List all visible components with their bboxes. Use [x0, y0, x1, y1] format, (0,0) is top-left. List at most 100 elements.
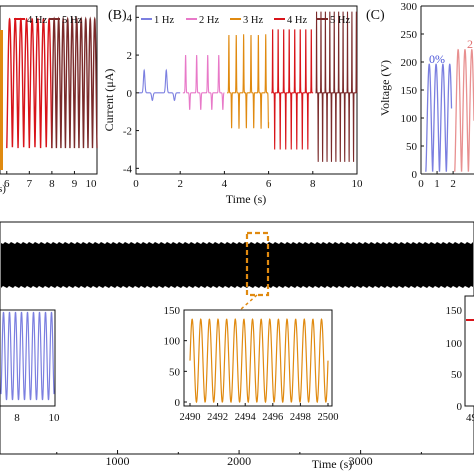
panel-b-legend-label: 3 Hz: [243, 15, 263, 26]
inset-middle-ticks: 0 50 100 150 2490 2492 2494 2496 2498 2500: [164, 305, 339, 423]
inset-start-xtick-label: 8: [14, 412, 20, 424]
panel-c-ytick-label: 50: [406, 141, 418, 153]
panel-b-xtick-label: 8: [310, 178, 316, 190]
inset-middle-series: [189, 318, 329, 404]
panel-d-xtick-label: 3000: [349, 454, 373, 468]
panel-d-highlight-box: [245, 231, 270, 297]
panel-a-plot: [0, 16, 98, 170]
panel-b-ytick-label: -2: [123, 126, 132, 138]
panel-d-inset-middle: 0 50 100 150 2490 2492 2494 2496 2498 2500: [164, 305, 339, 423]
panel-a-legend: 4 Hz 5 Hz: [14, 15, 82, 26]
panel-b-legend-label: 5 Hz: [330, 15, 350, 26]
panel-b-ytick-label: 4: [127, 12, 133, 24]
inset-middle-xtick-label: 2496: [262, 412, 283, 423]
panel-b-series-3: [227, 34, 270, 129]
inset-end-ytick-label: 150: [446, 305, 463, 317]
panel-c-annotation-partial: 2: [467, 37, 473, 51]
panel-c-ytick-label: 100: [401, 113, 418, 125]
panel-a-legend-label: 5 Hz: [62, 15, 82, 26]
inset-middle-xtick-label: 2498: [290, 412, 311, 423]
panel-b-frame: [135, 5, 358, 175]
panel-c-xtick-label: 0: [418, 178, 424, 190]
inset-end-frame: [464, 295, 474, 407]
panel-b-ticks: 0 2 4 6 8 10 -4 -2 0 2 4: [123, 12, 363, 190]
panel-a-xtick-label: 7: [27, 178, 33, 190]
inset-middle-xtick-label: 2500: [318, 412, 339, 423]
panel-a-series-tail: [0, 30, 3, 170]
panel-b-legend: 1 Hz 2 Hz 3 Hz 4 Hz 5 Hz: [141, 15, 350, 26]
panel-a-series-1: [6, 17, 53, 149]
panel-c-ytick-label: 150: [401, 85, 418, 97]
panel-b-legend-label: 2 Hz: [199, 15, 219, 26]
panel-c-annotation: 0%: [429, 52, 445, 66]
panel-a-xtick-label: 10: [86, 178, 98, 190]
panel-c-label: (C): [366, 8, 385, 23]
inset-middle-xtick-label: 2490: [180, 412, 201, 423]
inset-start-ticks: 8 10: [14, 412, 60, 424]
panel-d-frame: [0, 221, 474, 455]
panel-b-legend-label: 1 Hz: [154, 15, 174, 26]
panel-b-xtick-label: 2: [177, 178, 183, 190]
inset-end-ytick-label: 0: [457, 401, 463, 413]
panel-c-ytick-label: 200: [401, 57, 418, 69]
inset-middle-ytick-label: 100: [164, 336, 181, 348]
inset-middle-ytick-label: 0: [175, 397, 181, 409]
panel-b-ytick-label: 2: [127, 50, 133, 62]
panel-d-xlabel: Time (s): [312, 457, 353, 471]
panel-a-xtick-label: 9: [72, 178, 78, 190]
panel-b-xtick-label: 10: [352, 178, 364, 190]
panel-a-legend-label: 4 Hz: [27, 15, 47, 26]
panel-b: (B) Current (μA) 1 Hz 2 Hz 3 Hz 4 Hz 5 Hz 0 2…: [102, 5, 363, 206]
panel-b-xtick-label: 6: [266, 178, 272, 190]
panel-b-series-4: [271, 29, 314, 150]
panel-a-frame: [0, 5, 98, 175]
panel-c-series-2: [454, 48, 474, 172]
panel-c-xtick-label: 2: [450, 178, 456, 190]
panel-d: 8 10 0 50 100 150 2490 2492 2494 2496 2498 2500 0 5…: [0, 221, 474, 471]
panel-b-xlabel: Time (s): [226, 192, 267, 206]
panel-d-ticks: 1000 2000 3000: [56, 450, 422, 468]
panel-c-xtick-label: 1: [434, 178, 440, 190]
panel-a-series-2: [51, 16, 98, 149]
panel-c-ytick-label: 300: [401, 1, 418, 13]
panel-d-xtick-label: 1000: [106, 454, 130, 468]
inset-middle-plot: [189, 318, 329, 404]
panel-d-inset-start: 8 10: [0, 309, 60, 424]
panel-b-xtick-label: 4: [222, 178, 228, 190]
panel-d-zoom-connector: [239, 294, 258, 311]
inset-middle-xtick-label: 2492: [207, 412, 228, 423]
panel-b-legend-label: 4 Hz: [287, 15, 307, 26]
inset-end-ytick-label: 50: [451, 369, 463, 381]
panel-c-ylabel: Voltage (V): [378, 60, 392, 116]
panel-a-ticks: 6 7 8 9 10: [4, 171, 98, 190]
inset-end-xtick-label: 49: [466, 412, 474, 424]
inset-end-ticks: 0 50 100 150 49: [446, 305, 474, 424]
panel-a-xtick-label: 8: [49, 178, 55, 190]
panel-b-label: (B): [108, 8, 127, 23]
inset-end-ytick-label: 100: [446, 338, 463, 350]
panel-d-inset-end: 0 50 100 150 49: [446, 295, 474, 424]
panel-b-series-2: [182, 55, 225, 110]
panel-d-xtick-label: 2000: [227, 454, 251, 468]
panel-a-xlabel: s): [0, 183, 6, 195]
panel-b-ylabel: Current (μA): [102, 69, 116, 132]
panel-c-ytick-label: 0: [412, 169, 418, 181]
panel-c-series-1: [425, 63, 453, 172]
panel-a: 4 Hz 5 Hz 6 7 8 9 10 s): [0, 5, 98, 195]
inset-middle-ytick-label: 150: [164, 305, 181, 317]
inset-start-xtick-label: 10: [49, 412, 61, 424]
panel-a-xtick-label: 6: [4, 178, 10, 190]
panel-b-series-5: [315, 11, 358, 162]
panel-b-ytick-label: 0: [127, 88, 133, 100]
panel-b-xtick-label: 0: [133, 178, 139, 190]
inset-middle-ytick-label: 50: [169, 366, 181, 378]
inset-start-series: [0, 311, 55, 401]
panel-c-plot: [425, 48, 474, 172]
panel-d-signal-band: [1, 242, 473, 288]
inset-middle-xtick-label: 2494: [235, 412, 257, 423]
panel-d-signal-edge: [1, 242, 473, 288]
panel-b-plot: [138, 11, 358, 162]
